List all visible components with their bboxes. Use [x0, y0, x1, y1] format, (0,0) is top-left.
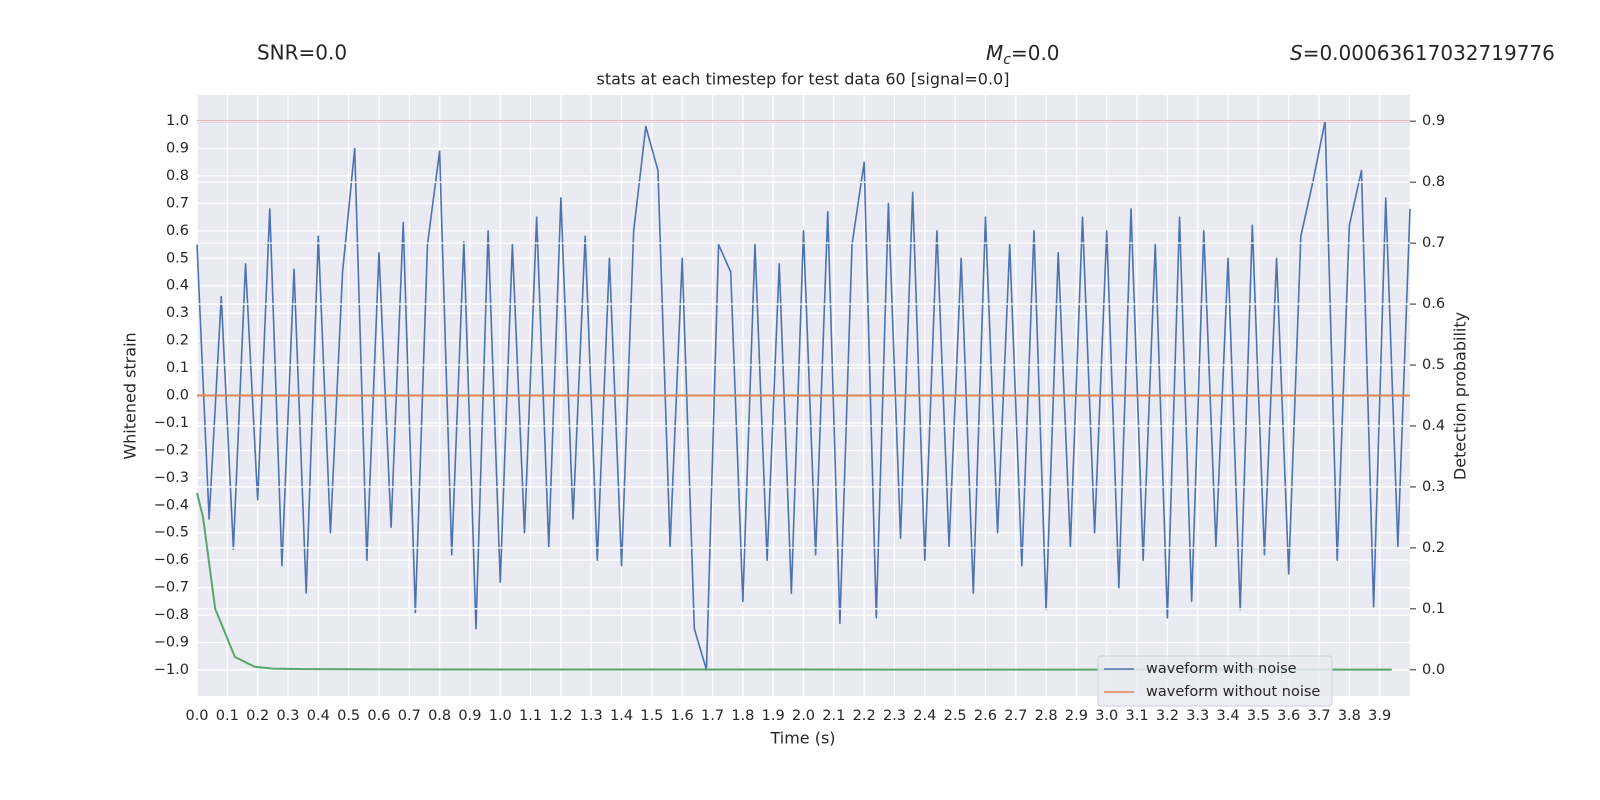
annotation-symbol: M [986, 41, 1003, 65]
y-tick-label: −0.4 [154, 497, 189, 513]
y-tick-label: 0.8 [166, 168, 189, 184]
legend-box [1097, 655, 1333, 707]
x-tick-label: 2.5 [944, 708, 967, 724]
y2-tick-label: 0.3 [1422, 479, 1445, 495]
x-tick-label: 1.5 [640, 708, 663, 724]
x-tick-label: 0.6 [367, 708, 390, 724]
x-tick-label: 3.0 [1095, 708, 1118, 724]
x-tick-label: 1.3 [580, 708, 603, 724]
y-tick-label: −0.8 [154, 607, 189, 623]
annotation: S=0.00063617032719776 [1290, 41, 1555, 65]
x-tick-label: 1.4 [610, 708, 633, 724]
x-tick-label: 3.5 [1247, 708, 1270, 724]
x-tick-label: 0.2 [246, 708, 269, 724]
y-tick-label: 0.2 [166, 333, 189, 349]
x-tick-label: 1.2 [549, 708, 572, 724]
x-tick-label: 3.4 [1217, 708, 1240, 724]
x-tick-label: 1.0 [489, 708, 512, 724]
y-tick-label: 0.7 [166, 195, 189, 211]
y2-tick-label: 0.4 [1422, 418, 1445, 434]
x-tick-label: 0.7 [398, 708, 421, 724]
y-axis-label: Whitened strain [121, 332, 140, 459]
x-tick-label: 1.9 [762, 708, 785, 724]
legend: waveform with noise waveform without nois… [1097, 655, 1333, 707]
x-tick-label: 3.8 [1338, 708, 1361, 724]
x-tick-label: 3.1 [1126, 708, 1149, 724]
y-tick-label: 0.0 [166, 388, 189, 404]
annotation: Mc=0.0 [986, 41, 1060, 69]
y2-tick-label: 0.2 [1422, 540, 1445, 556]
x-tick-label: 0.8 [428, 708, 451, 724]
annotation-text: =0.0 [1011, 41, 1060, 65]
y2-tick-label: 0.7 [1422, 235, 1445, 251]
y-tick-label: −0.6 [154, 552, 189, 568]
y-tick-label: −0.7 [154, 580, 189, 596]
y-tick-label: −0.9 [154, 634, 189, 650]
x-tick-label: 1.1 [519, 708, 542, 724]
legend-label: waveform without noise [1146, 684, 1320, 700]
x-tick-label: 1.8 [731, 708, 754, 724]
y-tick-label: −1.0 [154, 662, 189, 678]
y-tick-label: 0.5 [166, 250, 189, 266]
x-tick-label: 2.3 [883, 708, 906, 724]
y2-tick-label: 0.5 [1422, 357, 1445, 373]
annotation: SNR=0.0 [257, 41, 347, 65]
y2-tick-label: 0.9 [1422, 113, 1445, 129]
y2-axis-label: Detection probability [1451, 312, 1470, 480]
line-series [196, 120, 1411, 671]
x-tick-label: 0.4 [307, 708, 330, 724]
y2-tick-label: 0.0 [1422, 662, 1445, 678]
y2-tick-label: 0.8 [1422, 174, 1445, 190]
y-tick-label: 0.1 [166, 360, 189, 376]
y2-tick-label: 0.1 [1422, 601, 1445, 617]
x-tick-label: 1.6 [671, 708, 694, 724]
x-tick-label: 3.9 [1368, 708, 1391, 724]
y-tick-label: 0.9 [166, 141, 189, 157]
x-tick-label: 2.8 [1035, 708, 1058, 724]
x-tick-label: 0.0 [185, 708, 208, 724]
x-tick-label: 3.6 [1277, 708, 1300, 724]
y-tick-label: 0.3 [166, 305, 189, 321]
annotation-text: =0.00063617032719776 [1303, 41, 1555, 65]
x-tick-label: 2.4 [913, 708, 936, 724]
annotation-symbol: S [1290, 41, 1303, 65]
annotation-subscript: c [1003, 52, 1011, 68]
line-series [196, 492, 1392, 671]
y-tick-label: 0.4 [166, 278, 189, 294]
x-tick-label: 2.1 [822, 708, 845, 724]
x-tick-label: 3.7 [1307, 708, 1330, 724]
x-tick-label: 0.3 [276, 708, 299, 724]
y-tick-label: −0.3 [154, 470, 189, 486]
y-tick-label: −0.2 [154, 442, 189, 458]
x-tick-label: 0.5 [337, 708, 360, 724]
x-tick-label: 2.2 [853, 708, 876, 724]
x-tick-label: 0.9 [458, 708, 481, 724]
x-axis-label: Time (s) [769, 729, 835, 748]
chart-title: stats at each timestep for test data 60 … [597, 70, 1010, 89]
x-tick-label: 2.9 [1065, 708, 1088, 724]
y-tick-label: −0.1 [154, 415, 189, 431]
y-tick-label: 1.0 [166, 113, 189, 129]
x-tick-label: 2.0 [792, 708, 815, 724]
x-tick-label: 0.1 [216, 708, 239, 724]
x-tick-label: 1.7 [701, 708, 724, 724]
x-tick-label: 3.2 [1156, 708, 1179, 724]
y-tick-label: −0.5 [154, 525, 189, 541]
legend-label: waveform with noise [1146, 661, 1297, 677]
x-tick-label: 2.6 [974, 708, 997, 724]
y-tick-label: 0.6 [166, 223, 189, 239]
y2-tick-label: 0.6 [1422, 296, 1445, 312]
x-tick-label: 3.3 [1186, 708, 1209, 724]
x-tick-label: 2.7 [1004, 708, 1027, 724]
